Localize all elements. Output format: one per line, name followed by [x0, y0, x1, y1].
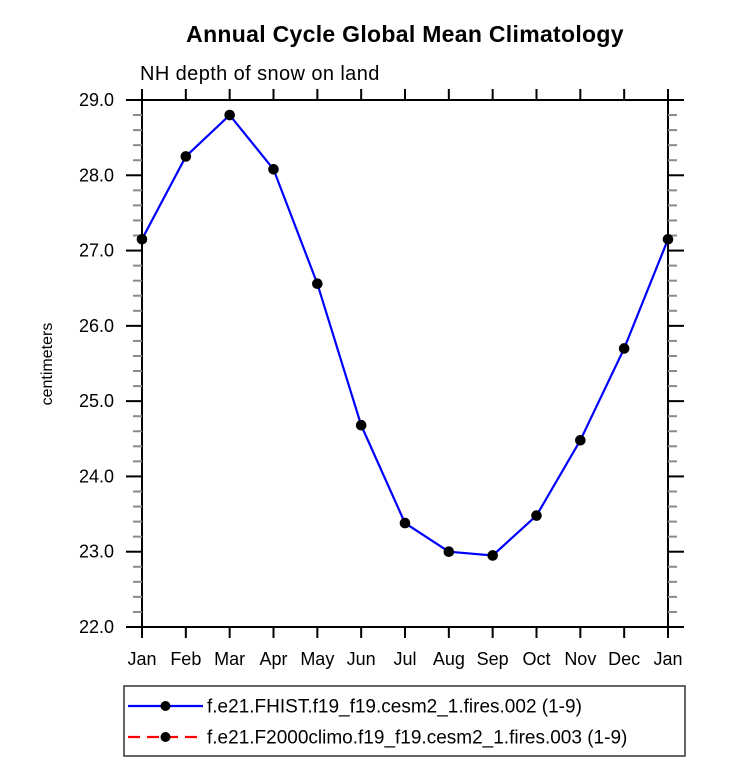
x-tick-label: Dec: [608, 649, 640, 669]
y-axis-ticks: 22.0 23.0 24.0 25.0 26.0 27.0 28.0 29.0: [79, 90, 684, 637]
plot-frame: [141, 99, 669, 628]
y-tick-label: 22.0: [79, 617, 114, 637]
y-tick-label: 24.0: [79, 466, 114, 486]
data-point: [443, 546, 455, 558]
x-tick-label: Jul: [393, 649, 416, 669]
data-point: [180, 151, 192, 162]
y-tick-label: 26.0: [79, 316, 114, 336]
series-line: [141, 113, 670, 557]
x-tick-label: Feb: [170, 649, 201, 669]
x-tick-label: Jan: [653, 649, 682, 669]
data-point: [224, 109, 235, 121]
legend-label: f.e21.FHIST.f19_f19.cesm2_1.fires.002 (1…: [207, 697, 582, 718]
x-axis-ticks: Jan Feb Mar Apr May Jun Jul Aug Sep Oct Nov Dec Jan: [127, 89, 683, 669]
plot-border: [141, 99, 669, 628]
data-series: [136, 109, 674, 561]
x-tick-label: Apr: [259, 649, 287, 669]
y-tick-label: 28.0: [79, 165, 114, 185]
x-tick-label: Sep: [477, 649, 509, 669]
data-point: [268, 163, 279, 175]
y-axis-label: centimeters: [39, 323, 56, 406]
y-tick-label: 25.0: [79, 391, 114, 411]
x-tick-label: Mar: [214, 649, 245, 669]
x-tick-label: Jun: [347, 649, 376, 669]
chart-subtitle: NH depth of snow on land: [140, 63, 380, 85]
legend: f.e21.FHIST.f19_f19.cesm2_1.fires.002 (1…: [123, 685, 686, 757]
data-point: [355, 419, 367, 431]
legend-marker-dot: [160, 701, 171, 711]
x-tick-label: Nov: [564, 649, 596, 669]
legend-label: f.e21.F2000climo.f19_f19.cesm2_1.fires.0…: [207, 728, 627, 749]
x-tick-label: Oct: [522, 649, 550, 669]
data-point: [531, 510, 542, 521]
data-point: [618, 343, 630, 354]
data-point: [487, 550, 498, 561]
chart-title: Annual Cycle Global Mean Climatology: [186, 21, 624, 47]
y-tick-label: 23.0: [79, 542, 114, 562]
y-tick-label: 27.0: [79, 241, 114, 261]
data-point: [399, 517, 411, 529]
legend-box: [123, 685, 686, 757]
data-point: [312, 278, 323, 289]
y-tick-label: 29.0: [79, 90, 114, 110]
x-tick-label: Aug: [433, 649, 465, 669]
x-tick-label: Jan: [127, 649, 156, 669]
data-point: [575, 434, 586, 446]
legend-marker-dot: [160, 732, 171, 742]
data-point: [136, 233, 148, 245]
data-point: [662, 233, 674, 245]
x-tick-label: May: [300, 649, 334, 669]
